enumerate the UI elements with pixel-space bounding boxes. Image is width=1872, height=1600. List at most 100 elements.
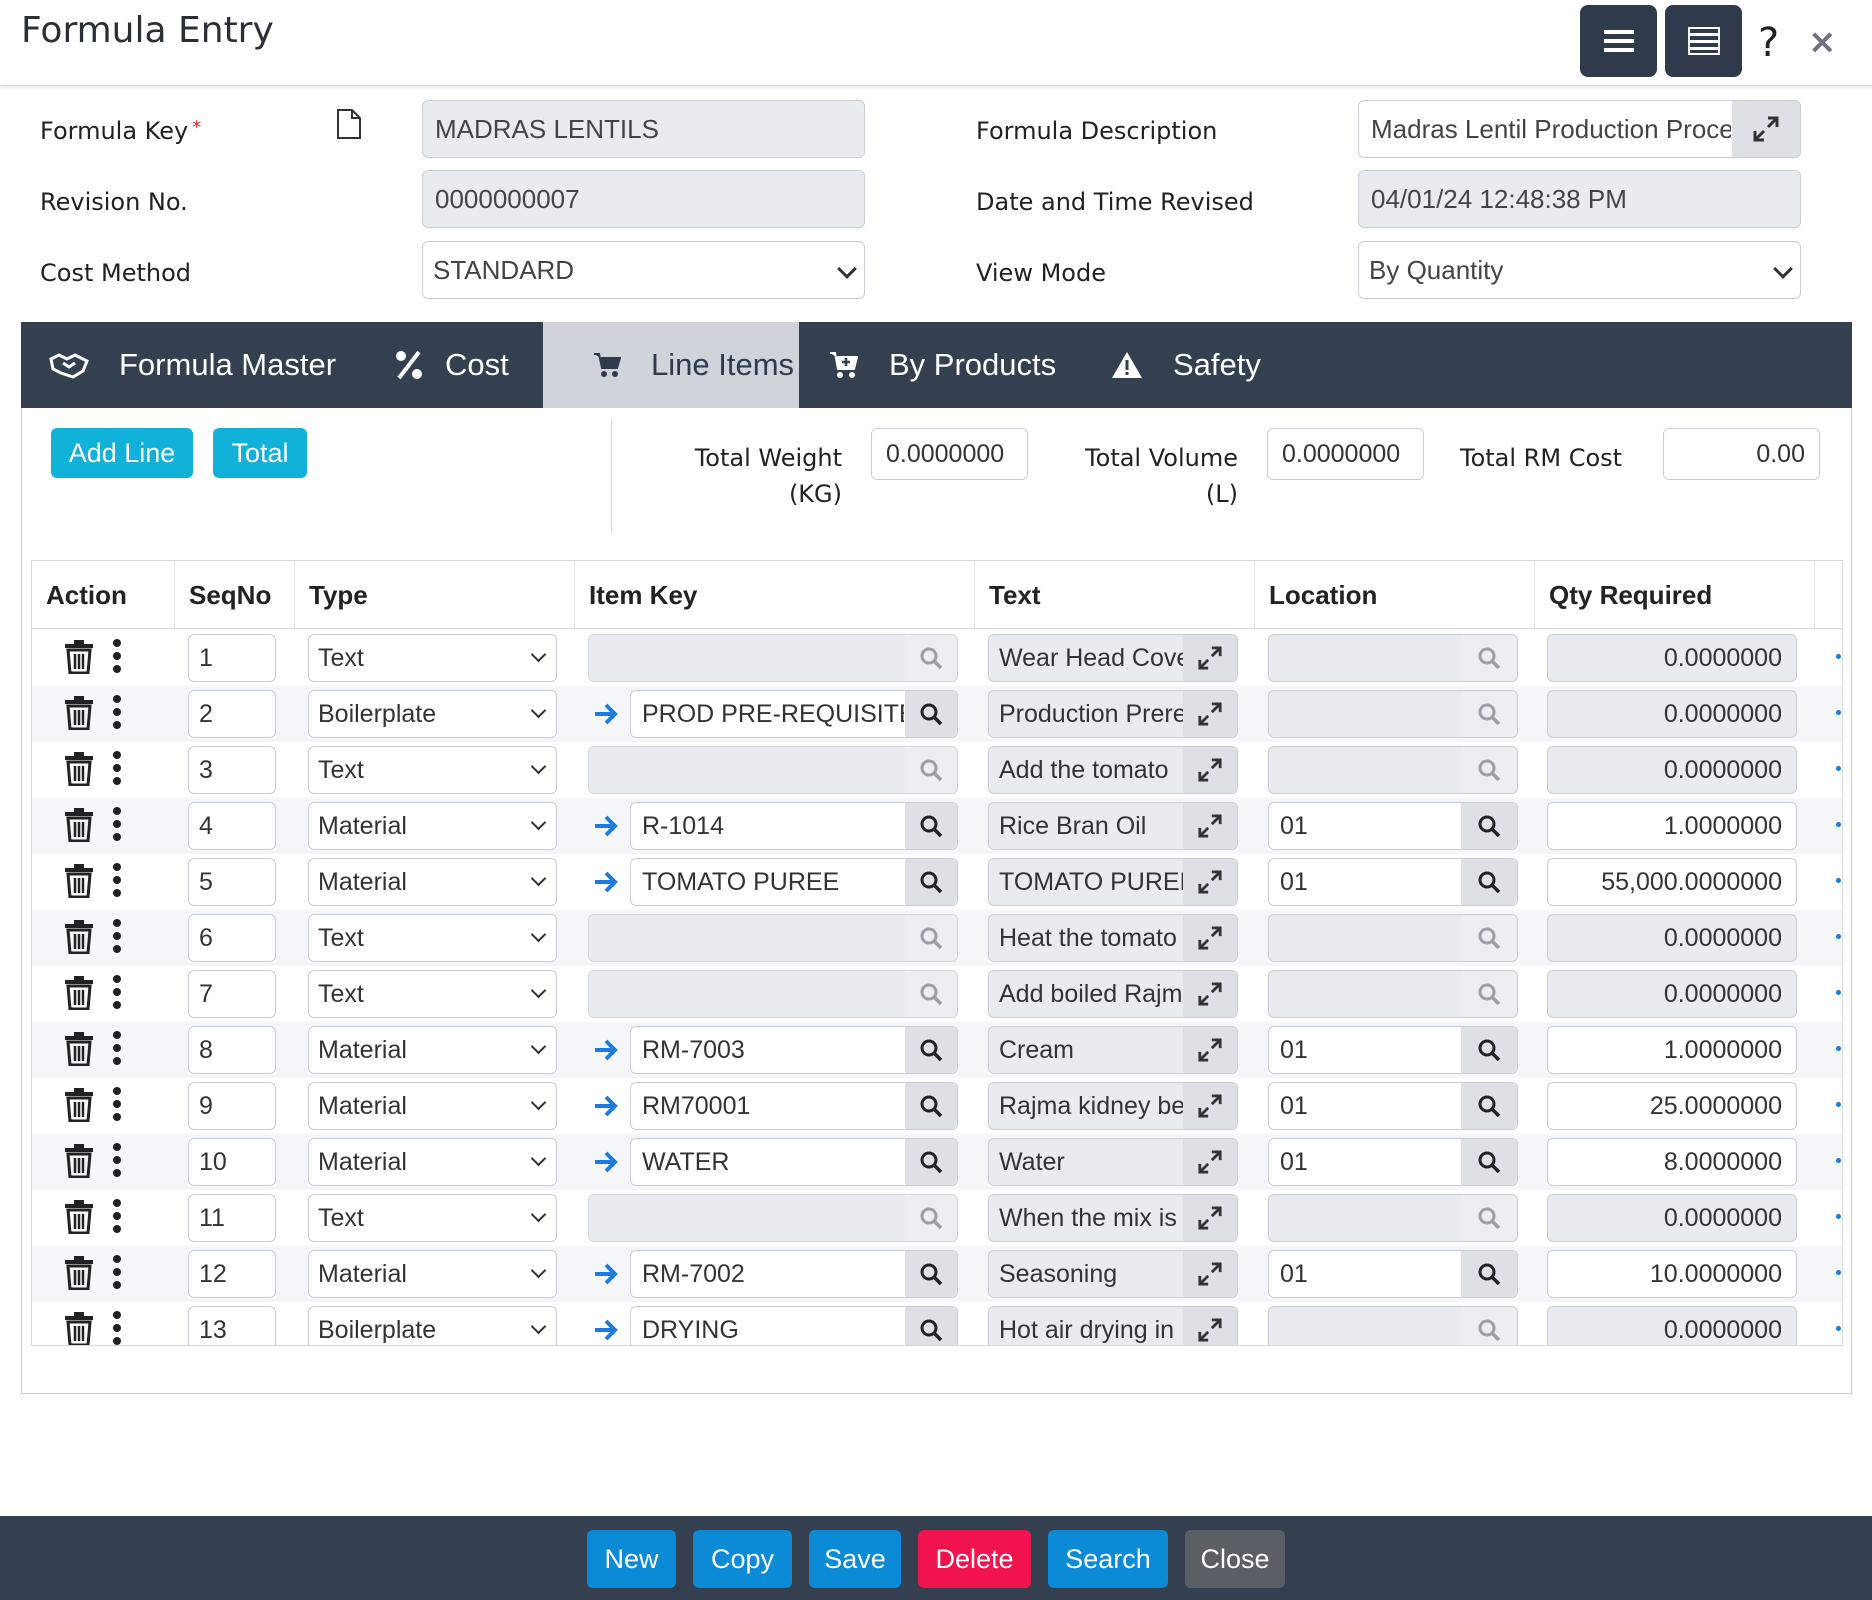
type-select[interactable]: Text — [308, 970, 557, 1018]
close-window-button[interactable]: × — [1808, 22, 1837, 62]
qty-required-input[interactable]: 1.0000000 — [1547, 1026, 1797, 1074]
location-input[interactable]: 01 — [1268, 1082, 1518, 1130]
qty-required-input[interactable]: 10.0000000 — [1547, 1250, 1797, 1298]
seqno-input[interactable]: 8 — [188, 1026, 276, 1074]
delete-button[interactable]: Delete — [918, 1530, 1031, 1588]
qty-required-input[interactable]: 1.0000000 — [1547, 802, 1797, 850]
text-input[interactable]: TOMATO PUREE — [988, 858, 1238, 906]
column-header-location[interactable]: Location — [1255, 561, 1535, 629]
text-input[interactable]: Add boiled Rajma — [988, 970, 1238, 1018]
item-key-input[interactable] — [588, 746, 958, 794]
expand-icon[interactable] — [1183, 1027, 1237, 1073]
expand-icon[interactable] — [1183, 1251, 1237, 1297]
type-select[interactable]: Boilerplate — [308, 690, 557, 738]
seqno-input[interactable]: 12 — [188, 1250, 276, 1298]
arrow-right-icon[interactable] — [591, 1026, 621, 1074]
item-key-input[interactable]: RM-7003 — [630, 1026, 958, 1074]
search-icon[interactable] — [905, 1251, 957, 1297]
type-select[interactable]: Material — [308, 858, 557, 906]
location-input[interactable] — [1268, 746, 1518, 794]
trash-icon[interactable] — [64, 1200, 94, 1235]
text-input[interactable]: Wear Head Cover — [988, 634, 1238, 682]
more-options-icon[interactable] — [110, 806, 124, 842]
text-input[interactable]: Cream — [988, 1026, 1238, 1074]
search-icon[interactable] — [905, 971, 957, 1017]
trash-icon[interactable] — [64, 752, 94, 787]
expand-icon[interactable] — [1183, 803, 1237, 849]
qty-required-input[interactable]: 55,000.0000000 — [1547, 858, 1797, 906]
search-icon[interactable] — [1461, 971, 1517, 1017]
seqno-input[interactable]: 7 — [188, 970, 276, 1018]
expand-icon[interactable] — [1183, 635, 1237, 681]
location-input[interactable] — [1268, 914, 1518, 962]
column-header-action[interactable]: Action — [32, 561, 175, 629]
more-options-icon[interactable] — [110, 862, 124, 898]
search-icon[interactable] — [1461, 1307, 1517, 1345]
search-icon[interactable] — [1461, 803, 1517, 849]
seqno-input[interactable]: 3 — [188, 746, 276, 794]
type-select[interactable]: Material — [308, 1250, 557, 1298]
search-icon[interactable] — [905, 1195, 957, 1241]
new-button[interactable]: New — [587, 1530, 676, 1588]
more-options-icon[interactable] — [110, 1030, 124, 1066]
search-icon[interactable] — [1461, 1027, 1517, 1073]
search-icon[interactable] — [1461, 1251, 1517, 1297]
expand-icon[interactable] — [1183, 691, 1237, 737]
search-icon[interactable] — [1461, 635, 1517, 681]
more-options-icon[interactable] — [110, 750, 124, 786]
arrow-right-icon[interactable] — [591, 1306, 621, 1345]
item-key-input[interactable]: R-1014 — [630, 802, 958, 850]
text-input[interactable]: Water — [988, 1138, 1238, 1186]
search-icon[interactable] — [1461, 1139, 1517, 1185]
location-input[interactable]: 01 — [1268, 1250, 1518, 1298]
text-input[interactable]: Add the tomato — [988, 746, 1238, 794]
more-options-icon[interactable] — [110, 918, 124, 954]
text-input[interactable]: Seasoning — [988, 1250, 1238, 1298]
expand-icon[interactable] — [1183, 971, 1237, 1017]
qty-required-input[interactable]: 25.0000000 — [1547, 1082, 1797, 1130]
search-icon[interactable] — [1461, 915, 1517, 961]
trash-icon[interactable] — [64, 696, 94, 731]
type-select[interactable]: Text — [308, 1194, 557, 1242]
arrow-right-icon[interactable] — [591, 1138, 621, 1186]
arrow-right-icon[interactable] — [591, 1250, 621, 1298]
more-options-icon[interactable] — [110, 638, 124, 674]
location-input[interactable]: 01 — [1268, 1026, 1518, 1074]
trash-icon[interactable] — [64, 1032, 94, 1067]
type-select[interactable]: Text — [308, 746, 557, 794]
column-header-type[interactable]: Type — [295, 561, 575, 629]
search-button[interactable]: Search — [1048, 1530, 1168, 1588]
text-input[interactable]: Heat the tomato — [988, 914, 1238, 962]
expand-icon[interactable] — [1183, 1195, 1237, 1241]
seqno-input[interactable]: 11 — [188, 1194, 276, 1242]
seqno-input[interactable]: 6 — [188, 914, 276, 962]
arrow-right-icon[interactable] — [591, 1082, 621, 1130]
trash-icon[interactable] — [64, 1088, 94, 1123]
search-icon[interactable] — [905, 1083, 957, 1129]
expand-icon[interactable] — [1183, 915, 1237, 961]
item-key-input[interactable]: RM-7002 — [630, 1250, 958, 1298]
layout-button[interactable] — [1665, 5, 1742, 77]
seqno-input[interactable]: 10 — [188, 1138, 276, 1186]
qty-required-input[interactable]: 8.0000000 — [1547, 1138, 1797, 1186]
trash-icon[interactable] — [64, 864, 94, 899]
seqno-input[interactable]: 13 — [188, 1306, 276, 1345]
item-key-input[interactable] — [588, 634, 958, 682]
location-input[interactable] — [1268, 970, 1518, 1018]
search-icon[interactable] — [1461, 859, 1517, 905]
cost-method-select[interactable]: STANDARD — [422, 241, 865, 299]
trash-icon[interactable] — [64, 1256, 94, 1291]
more-options-icon[interactable] — [110, 1142, 124, 1178]
type-select[interactable]: Boilerplate — [308, 1306, 557, 1345]
tab-formula-master[interactable]: Formula Master — [49, 322, 369, 408]
item-key-input[interactable]: WATER — [630, 1138, 958, 1186]
type-select[interactable]: Text — [308, 914, 557, 962]
location-input[interactable] — [1268, 634, 1518, 682]
location-input[interactable] — [1268, 690, 1518, 738]
location-input[interactable]: 01 — [1268, 802, 1518, 850]
trash-icon[interactable] — [64, 976, 94, 1011]
column-header-seqno[interactable]: SeqNo — [175, 561, 295, 629]
trash-icon[interactable] — [64, 1312, 94, 1345]
more-options-icon[interactable] — [110, 1310, 124, 1345]
search-icon[interactable] — [1461, 747, 1517, 793]
